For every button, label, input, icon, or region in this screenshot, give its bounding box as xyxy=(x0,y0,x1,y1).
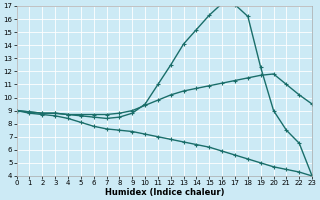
X-axis label: Humidex (Indice chaleur): Humidex (Indice chaleur) xyxy=(105,188,224,197)
